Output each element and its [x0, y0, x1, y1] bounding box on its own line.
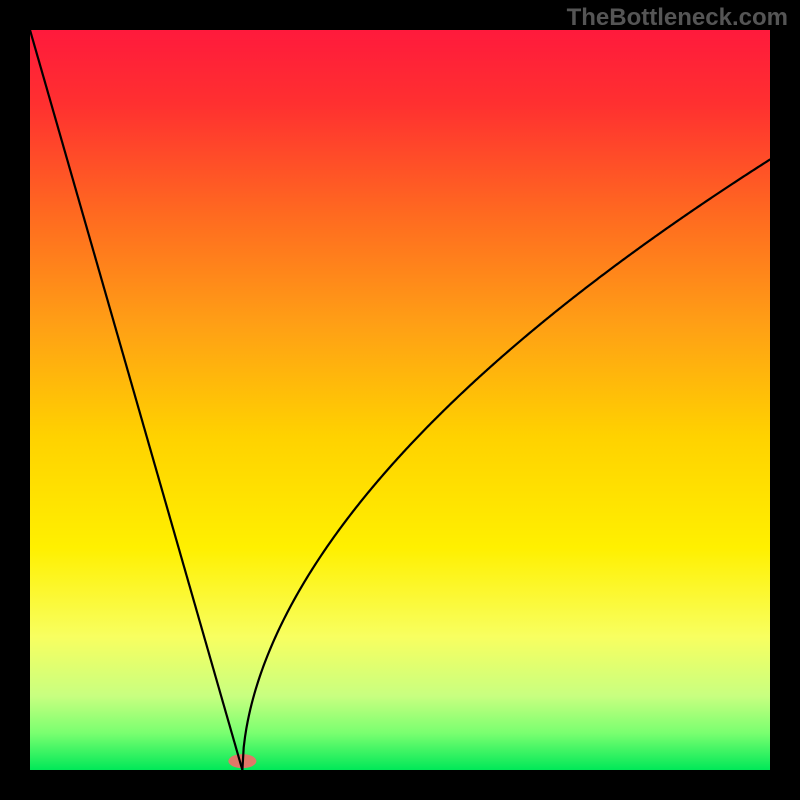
watermark-text: TheBottleneck.com	[567, 4, 788, 32]
chart-frame: TheBottleneck.com	[0, 0, 800, 800]
plot-background	[30, 30, 770, 770]
chart-svg	[0, 0, 800, 800]
